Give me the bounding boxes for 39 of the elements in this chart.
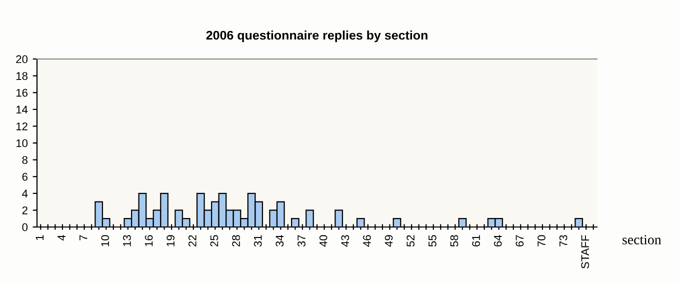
x-tick-label: 61 <box>472 235 480 246</box>
x-axis-title: section <box>622 235 662 244</box>
x-tick-label: 28 <box>232 235 240 246</box>
x-tick-label: 49 <box>384 235 393 247</box>
x-tick-label: 52 <box>406 235 415 247</box>
x-tick-label: 16 <box>144 235 153 246</box>
x-tick-label: 31 <box>254 235 262 247</box>
x-tick-label: 13 <box>123 235 131 246</box>
y-tick-label: 4 <box>22 190 28 198</box>
x-tick-label: STAFF <box>581 235 590 268</box>
x-tick-label: 43 <box>341 235 350 247</box>
y-tick-label: 10 <box>16 139 28 148</box>
x-tick-label: 34 <box>276 234 284 247</box>
x-tick-label: 46 <box>363 235 371 247</box>
y-tick-label: 8 <box>22 156 28 164</box>
y-tick-label: 2 <box>22 206 28 214</box>
y-tick-label: 20 <box>16 55 28 64</box>
x-tick-label: 19 <box>166 235 175 246</box>
x-tick-label: 22 <box>188 235 196 246</box>
y-tick-label: 0 <box>22 223 28 232</box>
y-tick-label: 16 <box>16 88 28 97</box>
x-tick-label: 10 <box>101 235 110 246</box>
x-tick-label: 73 <box>559 235 568 246</box>
y-tick-label: 14 <box>16 106 28 114</box>
x-tick-label: 1 <box>36 235 44 240</box>
x-tick-label: 37 <box>298 235 306 247</box>
x-tick-label: 64 <box>494 234 502 246</box>
x-tick-label: 67 <box>516 235 524 246</box>
y-tick-label: 6 <box>22 172 28 181</box>
y-tick-label: 18 <box>16 72 28 80</box>
x-tick-label: 7 <box>80 235 88 240</box>
x-tick-label: 40 <box>319 235 328 247</box>
y-tick-label: 12 <box>16 122 28 130</box>
x-tick-label: 25 <box>210 235 218 246</box>
x-tick-label: 4 <box>58 234 66 241</box>
x-tick-label: 55 <box>428 235 436 247</box>
x-tick-label: 58 <box>450 235 458 247</box>
x-tick-label: 70 <box>538 235 546 246</box>
chart-title: 2006 questionnaire replies by section <box>206 30 428 42</box>
